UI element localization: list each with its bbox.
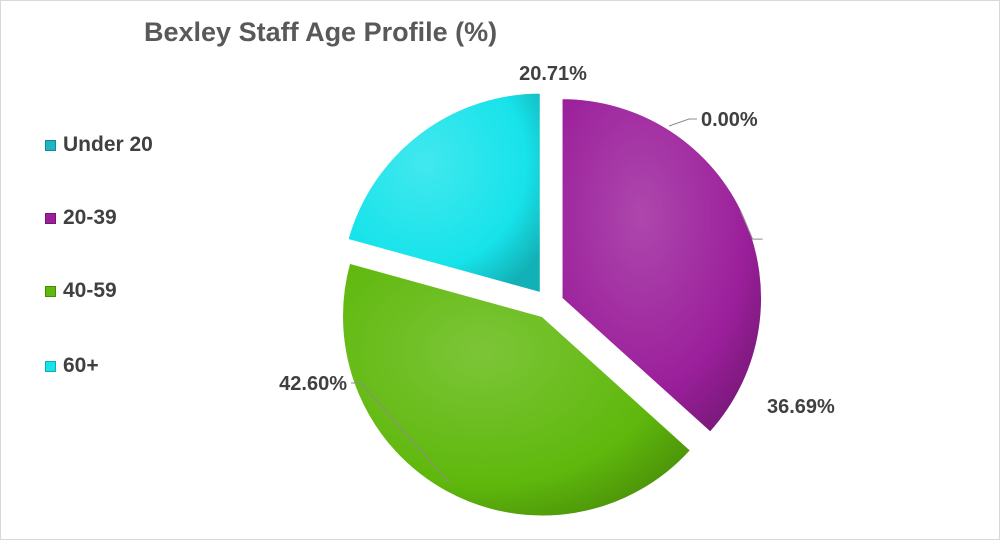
legend-label-60-plus: 60+ bbox=[63, 354, 99, 377]
legend-label-under-20: Under 20 bbox=[63, 133, 153, 156]
pie-slice-20-39 bbox=[561, 97, 763, 434]
legend-item-20-39: 20-39 bbox=[45, 206, 117, 230]
legend-swatch-20-39 bbox=[45, 212, 56, 224]
legend-swatch-60-plus bbox=[45, 360, 56, 372]
pie-slice-60-plus bbox=[346, 92, 542, 294]
data-label-under-20: 0.00% bbox=[701, 109, 758, 131]
legend-item-60-plus: 60+ bbox=[45, 354, 99, 378]
data-label-60-plus: 20.71% bbox=[519, 63, 587, 85]
legend-label-40-59: 40-59 bbox=[63, 279, 117, 302]
chart-title: Bexley Staff Age Profile (%) bbox=[144, 17, 498, 47]
legend-label-20-39: 20-39 bbox=[63, 206, 117, 229]
pie-slice-40-59 bbox=[341, 262, 692, 517]
legend-swatch-under-20 bbox=[45, 139, 56, 151]
data-label-40-59: 42.60% bbox=[279, 373, 347, 395]
leader-lines bbox=[351, 118, 763, 484]
legend-item-40-59: 40-59 bbox=[45, 279, 117, 303]
leader-line-under-20 bbox=[668, 118, 697, 127]
legend-item-under-20: Under 20 bbox=[45, 133, 153, 157]
data-label-20-39: 36.69% bbox=[767, 396, 835, 418]
pie-slices bbox=[341, 92, 763, 517]
leader-line-20-39 bbox=[740, 210, 763, 240]
leader-line-40-59 bbox=[351, 382, 451, 484]
data-labels: 0.00% 36.69% 42.60% 20.71% bbox=[279, 63, 835, 418]
legend-swatch-40-59 bbox=[45, 285, 56, 297]
